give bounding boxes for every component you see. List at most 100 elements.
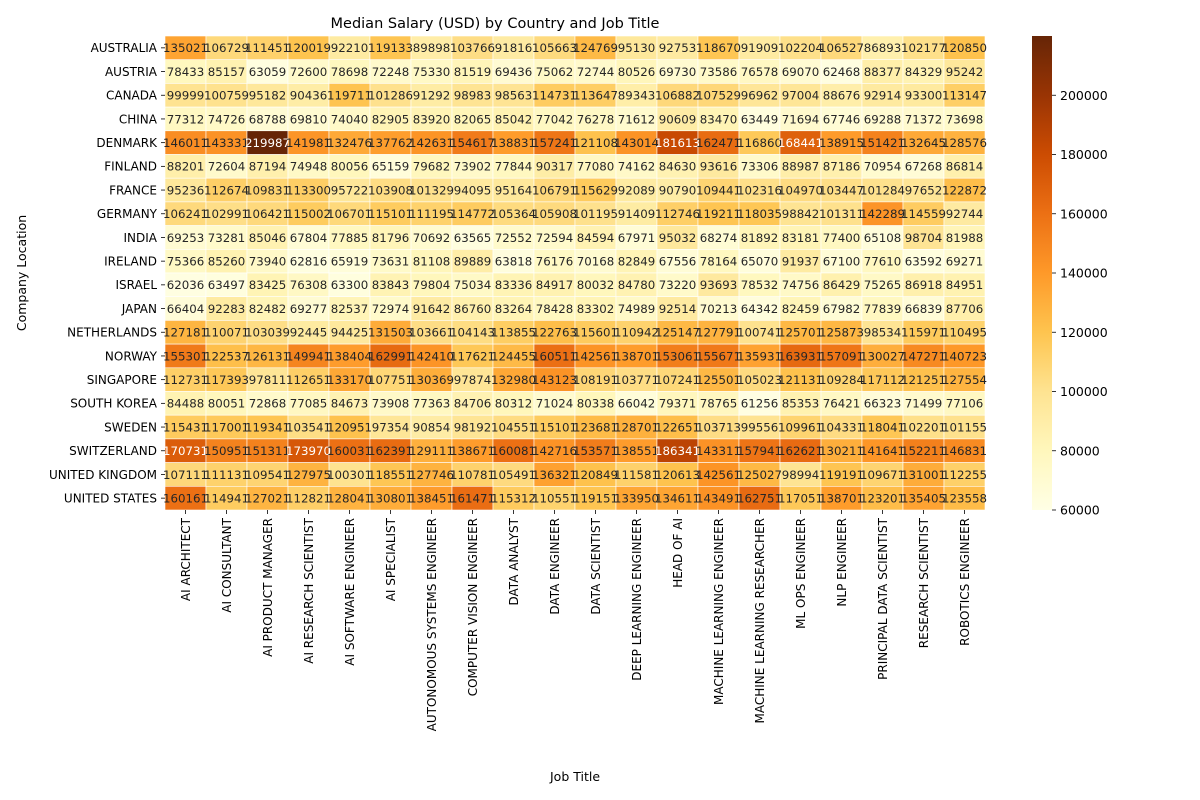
cell-value-label: 110071 [204,326,249,340]
colorbar-tick-label: 100000 [1060,384,1108,399]
cell-value-label: 162751 [737,491,782,505]
cell-value-label: 117112 [860,373,905,387]
cell-value-label: 123681 [573,420,618,434]
cell-value-label: 87194 [249,160,287,174]
cell-value-label: 77885 [331,231,369,245]
cell-value-label: 115431 [163,420,208,434]
cell-value-label: 132645 [901,136,946,150]
cell-value-label: 76421 [823,397,861,411]
cell-value-label: 125701 [778,326,823,340]
cell-value-label: 103039 [245,326,290,340]
y-tick-label: CANADA [106,89,158,103]
cell-value-label: 109961 [778,420,823,434]
cell-value-label: 63497 [208,278,246,292]
cell-value-label: 160161 [163,491,208,505]
cell-value-label: 130369 [409,373,454,387]
cell-value-label: 109671 [860,468,905,482]
colorbar-tick-label: 180000 [1060,147,1108,162]
cell-value-label: 95722 [331,183,369,197]
colorbar-tick-label: 60000 [1060,503,1100,518]
y-tick-labels: AUSTRALIA AUSTRIA CANADA CHINA DENMARK FINLAN… [49,41,165,505]
cell-value-label: 124455 [491,349,536,363]
cell-value-label: 101329 [409,183,454,197]
cell-value-label: 69253 [167,231,205,245]
cell-value-label: 77363 [413,397,451,411]
cell-value-label: 103713 [696,420,741,434]
cell-value-label: 77312 [167,112,205,126]
x-tick-label: DATA SCIENTIST [589,517,603,614]
cell-value-label: 87706 [946,302,984,316]
cell-value-label: 73698 [946,112,984,126]
cell-value-label: 67746 [823,112,861,126]
cell-value-label: 74948 [290,160,328,174]
heatmap-cells [164,35,986,511]
cell-value-label: 92914 [864,89,902,103]
cell-value-label: 83302 [577,302,615,316]
cell-value-label: 124769 [573,41,618,55]
cell-value-label: 71024 [536,397,574,411]
cell-value-label: 91816 [495,41,533,55]
cell-value-label: 122537 [204,349,249,363]
cell-value-label: 84329 [905,65,943,79]
cell-value-label: 78428 [536,302,574,316]
cell-value-label: 83920 [413,112,451,126]
cell-value-label: 98563 [495,89,533,103]
cell-value-label: 65919 [331,254,369,268]
cell-value-label: 70168 [577,254,615,268]
cell-value-label: 68274 [700,231,738,245]
cell-value-label: 99556 [741,420,779,434]
cell-value-label: 62468 [823,65,861,79]
cell-value-label: 146011 [163,136,208,150]
cell-value-label: 81108 [413,254,451,268]
cell-value-label: 133170 [327,373,372,387]
y-tick-label: JAPAN [121,302,157,316]
cell-value-label: 100301 [327,468,372,482]
cell-value-label: 118035 [737,207,782,221]
cell-value-label: 76278 [577,112,615,126]
cell-value-label: 138831 [491,136,536,150]
cell-value-label: 122763 [532,326,577,340]
cell-value-label: 73306 [741,160,779,174]
cell-value-label: 72974 [372,302,410,316]
cell-value-label: 94095 [454,183,492,197]
cell-value-label: 120850 [942,41,987,55]
cell-value-label: 78765 [700,397,738,411]
cell-value-label: 112731 [163,373,208,387]
cell-value-label: 66323 [864,397,902,411]
cell-value-label: 74989 [618,302,656,316]
cell-value-label: 84706 [454,397,492,411]
cell-value-label: 87186 [823,160,861,174]
cell-value-label: 100759 [204,89,249,103]
cell-value-label: 92514 [659,302,697,316]
cell-value-label: 102991 [204,207,249,221]
cell-value-label: 104143 [450,326,495,340]
y-tick-label: GERMANY [97,207,158,221]
colorbar: 60000 80000 100000 120000 140000 160000 180000… [1032,36,1108,518]
cell-value-label: 143123 [532,373,577,387]
y-tick-label: SINGAPORE [87,373,157,387]
cell-value-label: 98704 [905,231,943,245]
cell-value-label: 132476 [327,136,372,150]
cell-value-label: 127021 [245,491,290,505]
cell-value-label: 173970 [286,444,331,458]
cell-value-label: 71694 [782,112,820,126]
cell-value-label: 91409 [618,207,656,221]
cell-value-label: 151421 [860,136,905,150]
cell-value-label: 91292 [413,89,451,103]
cell-value-label: 112651 [286,373,331,387]
cell-value-label: 84488 [167,397,205,411]
cell-value-label: 85260 [208,254,246,268]
cell-value-label: 85042 [495,112,533,126]
cell-value-label: 115002 [286,207,331,221]
cell-value-label: 95236 [167,183,205,197]
cell-value-label: 63565 [454,231,492,245]
cell-value-label: 78433 [167,65,205,79]
x-tick-label: NLP ENGINEER [835,518,849,607]
cell-value-label: 118041 [860,420,905,434]
cell-value-label: 140723 [942,349,987,363]
cell-value-label: 81892 [741,231,779,245]
y-tick-label: NORWAY [105,349,158,363]
cell-value-label: 143014 [614,136,659,150]
cell-value-label: 95032 [659,231,697,245]
cell-value-label: 62816 [290,254,328,268]
